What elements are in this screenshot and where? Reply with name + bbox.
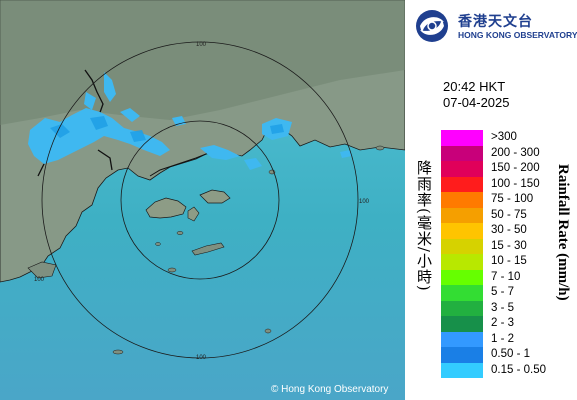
range-rings xyxy=(41,41,359,359)
legend-swatch xyxy=(441,362,483,378)
legend-label: 30 - 50 xyxy=(491,224,527,236)
legend-swatch xyxy=(441,269,483,285)
legend-swatch xyxy=(441,238,483,254)
small-island xyxy=(167,267,177,273)
range-ring-outer xyxy=(41,41,359,359)
observation-date: 07-04-2025 xyxy=(443,95,510,110)
radar-echoes-dense xyxy=(50,116,284,142)
legend-title-en: Rainfall Rate (mm/h) xyxy=(555,164,571,301)
observatory-logo: 香港天文台 HONG KONG OBSERVATORY xyxy=(414,8,577,44)
legend-label: 150 - 200 xyxy=(491,162,540,174)
legend-label: 100 - 150 xyxy=(491,177,540,190)
legend-swatch xyxy=(441,300,483,316)
legend-label: 50 - 75 xyxy=(491,208,527,221)
lamma-island xyxy=(187,206,200,222)
legend-label: 3 - 5 xyxy=(491,301,515,314)
observation-time: 20:42 HKT xyxy=(443,79,506,94)
small-island xyxy=(176,231,184,235)
legend-label: 5 - 7 xyxy=(491,286,515,298)
small-island xyxy=(112,349,124,355)
legend-swatch xyxy=(441,130,483,146)
legend-label: 15 - 30 xyxy=(491,239,527,252)
legend-label: >300 xyxy=(491,131,517,143)
legend-swatch xyxy=(441,347,483,363)
observatory-logo-icon xyxy=(416,10,448,42)
legend-swatch xyxy=(441,223,483,239)
legend-swatch xyxy=(441,285,483,301)
copyright-notice: © Hong Kong Observatory xyxy=(271,384,389,395)
legend-panel: 香港天文台 HONG KONG OBSERVATORY 20:42 HKT 07… xyxy=(405,0,577,400)
legend-swatch xyxy=(441,331,483,347)
legend-swatch xyxy=(441,161,483,177)
legend-swatch xyxy=(441,316,483,332)
outlying-island-chain xyxy=(191,242,225,256)
legend-label: 2 - 3 xyxy=(491,317,515,329)
hong-kong-island xyxy=(199,189,231,204)
legend-label: 7 - 10 xyxy=(491,270,521,283)
legend-swatch xyxy=(441,192,483,208)
coastal-shade xyxy=(0,0,405,125)
lantau-island xyxy=(145,197,187,219)
org-name-en: HONG KONG OBSERVATORY xyxy=(458,30,577,40)
legend-label: 1 - 2 xyxy=(491,332,515,345)
legend-swatch xyxy=(441,254,483,270)
legend-label: 10 - 15 xyxy=(491,255,527,267)
range-ring-label: 100 xyxy=(359,199,370,205)
small-island xyxy=(375,145,385,151)
small-island xyxy=(264,328,272,334)
western-islands xyxy=(27,261,57,279)
radar-map: 100 100 100 100 xyxy=(0,0,405,400)
legend-swatch xyxy=(441,207,483,223)
legend-title-cn: 降雨率(毫米/小時) xyxy=(415,160,433,292)
legend-swatch xyxy=(441,145,483,161)
small-island xyxy=(155,242,161,246)
range-ring-label: 100 xyxy=(196,355,207,361)
org-name-cn: 香港天文台 xyxy=(458,14,533,30)
range-ring-label: 100 xyxy=(34,277,45,283)
legend-label: 200 - 300 xyxy=(491,146,540,159)
range-ring-inner xyxy=(120,120,280,280)
legend-label: 0.50 - 1 xyxy=(491,348,530,360)
legend-swatch xyxy=(441,176,483,192)
range-ring-label: 100 xyxy=(196,42,207,48)
radar-echoes xyxy=(28,72,352,170)
shenzhen-boundary xyxy=(149,151,215,177)
legend-label: 75 - 100 xyxy=(491,193,534,205)
legend-label: 0.15 - 0.50 xyxy=(491,363,546,376)
